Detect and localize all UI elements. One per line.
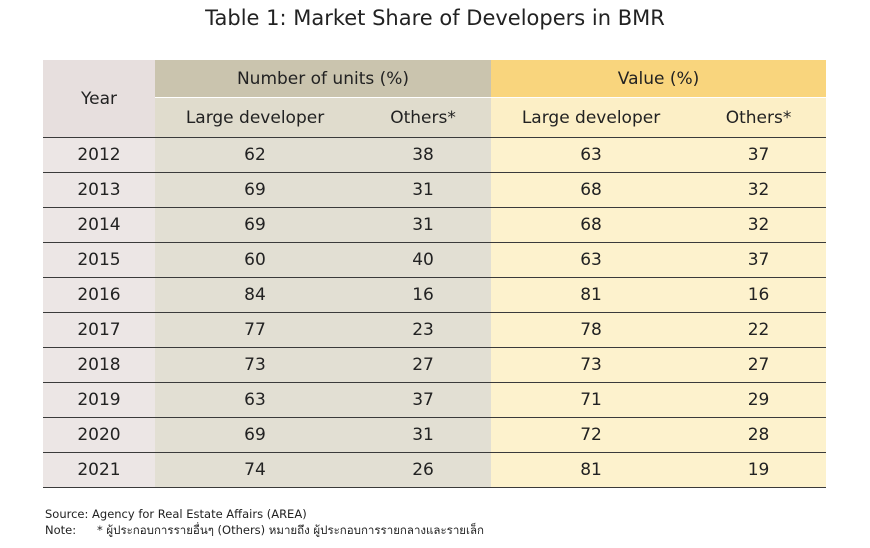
value-others-cell: 19	[691, 452, 827, 488]
units-others-cell: 31	[355, 172, 492, 208]
units-others-cell: 31	[355, 207, 492, 243]
value-others-cell: 32	[691, 207, 827, 243]
value-large-cell: 78	[491, 312, 692, 348]
units-group-header: Number of units (%)	[155, 60, 492, 98]
value-large-cell: 63	[491, 242, 692, 278]
table-row: 2019 63 37 71 29	[43, 382, 827, 418]
year-header: Year	[43, 60, 155, 138]
year-cell: 2020	[43, 417, 155, 453]
units-others-cell: 37	[355, 382, 492, 418]
table-row: 2013 69 31 68 32	[43, 172, 827, 208]
units-others-cell: 27	[355, 347, 492, 383]
table-row: 2018 73 27 73 27	[43, 347, 827, 383]
units-large-cell: 60	[155, 242, 355, 278]
year-cell: 2013	[43, 172, 155, 208]
table-row: 2021 74 26 81 19	[43, 452, 827, 488]
units-large-cell: 69	[155, 207, 355, 243]
units-large-cell: 63	[155, 382, 355, 418]
units-large-cell: 74	[155, 452, 355, 488]
value-others-cell: 28	[691, 417, 827, 453]
source-note: Source: Agency for Real Estate Affairs (…	[45, 507, 307, 521]
value-others-cell: 16	[691, 277, 827, 313]
footnote: Note: * ผู้ประกอบการรายอื่นๆ (Others) หมา…	[45, 522, 484, 540]
year-cell: 2017	[43, 312, 155, 348]
value-others-cell: 22	[691, 312, 827, 348]
year-cell: 2014	[43, 207, 155, 243]
table-row: 2020 69 31 72 28	[43, 417, 827, 453]
year-cell: 2021	[43, 452, 155, 488]
units-large-cell: 73	[155, 347, 355, 383]
value-others-header: Others*	[691, 97, 827, 138]
value-large-cell: 71	[491, 382, 692, 418]
units-others-cell: 38	[355, 137, 492, 173]
value-others-cell: 29	[691, 382, 827, 418]
value-large-cell: 73	[491, 347, 692, 383]
market-share-table: Year Number of units (%) Value (%) Large…	[43, 60, 827, 488]
units-large-cell: 69	[155, 172, 355, 208]
year-cell: 2019	[43, 382, 155, 418]
units-others-cell: 31	[355, 417, 492, 453]
table-row: 2014 69 31 68 32	[43, 207, 827, 243]
value-large-cell: 63	[491, 137, 692, 173]
units-large-cell: 77	[155, 312, 355, 348]
value-large-header: Large developer	[491, 97, 692, 138]
year-cell: 2012	[43, 137, 155, 173]
value-large-cell: 81	[491, 277, 692, 313]
table-row: 2017 77 23 78 22	[43, 312, 827, 348]
year-cell: 2015	[43, 242, 155, 278]
value-large-cell: 72	[491, 417, 692, 453]
units-large-header: Large developer	[155, 97, 355, 138]
units-others-cell: 40	[355, 242, 492, 278]
value-others-cell: 37	[691, 137, 827, 173]
year-cell: 2018	[43, 347, 155, 383]
units-others-header: Others*	[355, 97, 492, 138]
units-large-cell: 62	[155, 137, 355, 173]
value-large-cell: 68	[491, 207, 692, 243]
value-group-header: Value (%)	[491, 60, 827, 98]
units-large-cell: 69	[155, 417, 355, 453]
value-others-cell: 37	[691, 242, 827, 278]
value-others-cell: 32	[691, 172, 827, 208]
units-large-cell: 84	[155, 277, 355, 313]
note-label: Note:	[45, 523, 77, 537]
value-large-cell: 81	[491, 452, 692, 488]
units-others-cell: 26	[355, 452, 492, 488]
table-row: 2012 62 38 63 37	[43, 137, 827, 173]
table-row: 2015 60 40 63 37	[43, 242, 827, 278]
note-text: * ผู้ประกอบการรายอื่นๆ (Others) หมายถึง …	[97, 523, 484, 537]
units-others-cell: 23	[355, 312, 492, 348]
year-cell: 2016	[43, 277, 155, 313]
value-others-cell: 27	[691, 347, 827, 383]
table-row: 2016 84 16 81 16	[43, 277, 827, 313]
value-large-cell: 68	[491, 172, 692, 208]
table-title: Table 1: Market Share of Developers in B…	[205, 6, 665, 30]
table-body: 2012 62 38 63 37 2013 69 31 68 32 2014 69 31 68 32 2015…	[43, 137, 827, 488]
units-others-cell: 16	[355, 277, 492, 313]
